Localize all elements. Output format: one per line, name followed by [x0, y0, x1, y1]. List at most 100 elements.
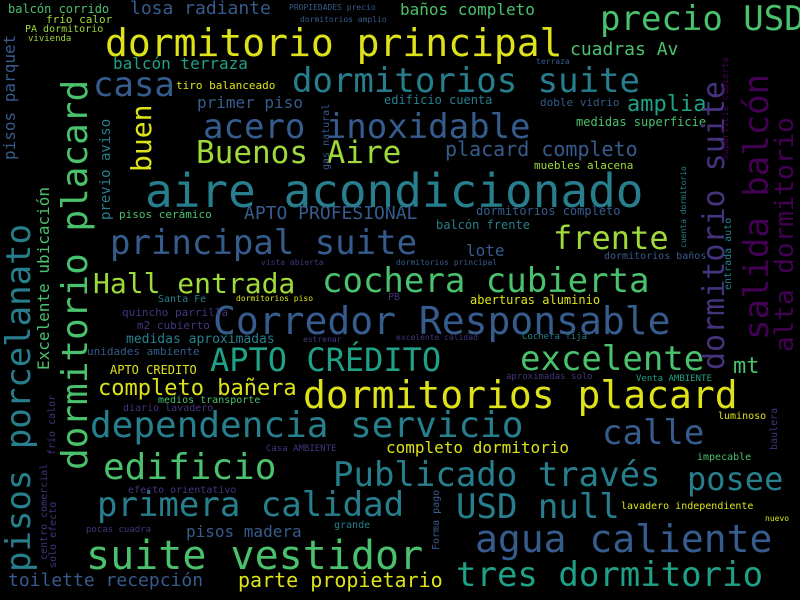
word-dormitorio-placard: dormitorio placard: [55, 79, 96, 470]
word-cuadras-av: cuadras Av: [570, 39, 679, 60]
word-frente: frente: [553, 219, 669, 257]
word-principal-suite: principal suite: [110, 223, 418, 263]
word-amplia: amplia: [627, 92, 707, 117]
word-usd-null: USD null: [456, 487, 620, 527]
word-edificio: edificio: [103, 447, 277, 488]
word-unidades-ambiente: unidades ambiente: [87, 345, 200, 358]
word-primer-piso: primer piso: [197, 93, 303, 112]
word-losa-radiante: losa radiante: [130, 0, 271, 19]
word-casa: casa: [93, 65, 175, 105]
word-primera-calidad: primera calidad: [97, 485, 405, 525]
word-dependencia-servicio: dependencia servicio: [90, 405, 524, 446]
word-previo-aviso: previo aviso: [98, 118, 114, 220]
word-forma-pago: Forma pago: [431, 489, 442, 550]
word-luminoso: luminoso: [718, 411, 767, 422]
word-vista-abierta: vista abierta: [261, 258, 324, 267]
word-acero-inoxidable: acero inoxidable: [203, 107, 531, 147]
word-frio-calor-side: frío calor: [47, 394, 58, 455]
word-cuenta-dormitorio: cuenta dormitorio: [679, 166, 688, 248]
word-aberturas-aluminio: aberturas aluminio: [470, 293, 601, 307]
word-excelente-ubicacion: Excelente ubicación: [34, 186, 53, 370]
word-publicado-traves: Publicado través: [333, 455, 661, 495]
word-efecto-orientativo: efecto orientativo: [128, 485, 237, 496]
word-calle: calle: [602, 413, 705, 453]
word-centro-comercial: centro comercial: [39, 463, 50, 560]
word-diario-lavadero: diario lavadero: [123, 403, 214, 414]
word-balcon-frente: balcón frente: [436, 218, 530, 232]
word-entrada-auto: entrada auto: [723, 217, 734, 290]
word-balcon-corrido: balcón corrido: [8, 2, 110, 16]
word-mt: mt: [733, 354, 760, 379]
word-tiro-balanceado: tiro balanceado: [176, 79, 276, 92]
word-superficie-cubierta: Superficie cubierta: [721, 57, 731, 160]
word-dormitorios-banos: dormitorios baños: [604, 251, 707, 262]
word-dormitorios-suite: dormitorios suite: [292, 61, 640, 101]
word-medios-transporte: medios transporte: [158, 395, 261, 406]
word-aproximadas-solo: aproximadas solo: [506, 372, 593, 382]
word-venta-ambiente: Venta AMBIENTE: [636, 374, 712, 384]
word-dormitorio-principal: dormitorio principal: [105, 21, 563, 65]
word-precio-usd: precio USD: [600, 0, 800, 39]
word-pisos-porcelanato: pisos porcelanato: [0, 224, 39, 572]
word-lavadero-independiente: lavadero independiente: [621, 501, 754, 512]
word-vivienda: vivienda: [28, 34, 72, 44]
word-dormitorios-placard: dormitorios placard: [303, 373, 738, 417]
word-toilette-recepcion: toilette recepción: [8, 570, 204, 591]
word-posee: posee: [687, 460, 784, 498]
word-edificio-cuenta: edificio cuenta: [384, 93, 493, 107]
word-completo-banera: completo bañera: [98, 376, 297, 401]
word-agua-caliente: agua caliente: [475, 517, 773, 561]
word-dormitorios-completo: dormitorios completo: [476, 204, 621, 218]
word-apto-credito-small: APTO CREDITO: [110, 363, 197, 377]
word-propiedades-precio: PROPIEDADES precio: [289, 3, 376, 12]
word-corredor-responsable: Corredor Responsable: [213, 299, 671, 343]
word-solo-efecto: solo efecto: [48, 501, 59, 568]
word-quincho-parrilla: quincho parrilla: [122, 306, 228, 319]
word-impecable: impecable: [697, 452, 752, 463]
word-tres-dormitorio: tres dormitorio: [456, 555, 764, 595]
word-pisos-parquet: pisos parquet: [0, 34, 19, 160]
word-medidas-superficie: medidas superficie: [576, 115, 707, 129]
word-buenos-aire: Buenos Aire: [196, 135, 402, 171]
word-lote: lote: [466, 241, 505, 260]
word-excelente: excelente: [520, 339, 705, 379]
word-dormitorios-piso: dormitorios piso: [236, 294, 314, 303]
word-buen: buen: [125, 104, 158, 172]
word-balcon-terraza: balcón terraza: [113, 54, 248, 73]
word-cochera-fija: Cochera fija: [522, 332, 588, 342]
word-cochera-cubierta: cochera cubierta: [322, 261, 650, 301]
word-nuevo: nuevo: [765, 514, 790, 523]
word-suite-vestidor: suite vestidor: [86, 533, 424, 579]
word-placard-completo: placard completo: [445, 137, 638, 161]
word-excelente-calidad: excelente calidad: [396, 333, 478, 342]
word-grande: grande: [334, 520, 371, 531]
word-muebles-alacena: muebles alacena: [534, 159, 634, 172]
word-hall-entrada: Hall entrada: [93, 267, 296, 300]
word-dormitorios-principal: dormitorios principal: [396, 258, 498, 267]
word-casa-ambiente: Casa AMBIENTE: [266, 444, 337, 454]
word-medidas-aproximadas: medidas aproximadas: [126, 332, 275, 347]
word-apto-credito-large: APTO CRÉDITO: [210, 341, 442, 379]
word-terraza: terraza: [536, 57, 570, 66]
word-completo-dormitorio: completo dormitorio: [386, 438, 570, 457]
word-parte-propietario: parte propietario: [238, 568, 443, 592]
word-dormitorios-amplio: dormitorios amplio: [300, 15, 387, 24]
word-apto-profesional: APTO PROFESIONAL: [244, 203, 418, 224]
word-estrenar: estrenar: [303, 335, 342, 344]
word-gas-natural: gas natural: [321, 103, 332, 170]
word-pisos-madera: pisos madera: [186, 522, 302, 541]
word-pisos-ceramico: pisos cerámico: [119, 208, 212, 221]
word-pa-dormitorio: PA dormitorio: [25, 24, 104, 35]
word-pocas-cuadra: pocas cuadra: [86, 525, 152, 535]
word-baulera: baulera: [769, 407, 780, 450]
word-salida-balcon: salida balcón: [737, 73, 777, 340]
word-alta-dormitorio: alta dormitorio: [770, 117, 800, 352]
word-m2-cubierto: m2 cubierto: [137, 319, 210, 332]
word-banos-completo: baños completo: [400, 0, 535, 19]
word-aire-acondicionado: aire acondicionado: [145, 164, 644, 218]
word-frio-calor-top: frío calor: [46, 13, 113, 26]
word-pb: PB: [388, 292, 401, 303]
word-doble-vidrio: doble vidrio: [540, 96, 620, 109]
word-santa-fe: Santa Fe: [158, 294, 207, 305]
